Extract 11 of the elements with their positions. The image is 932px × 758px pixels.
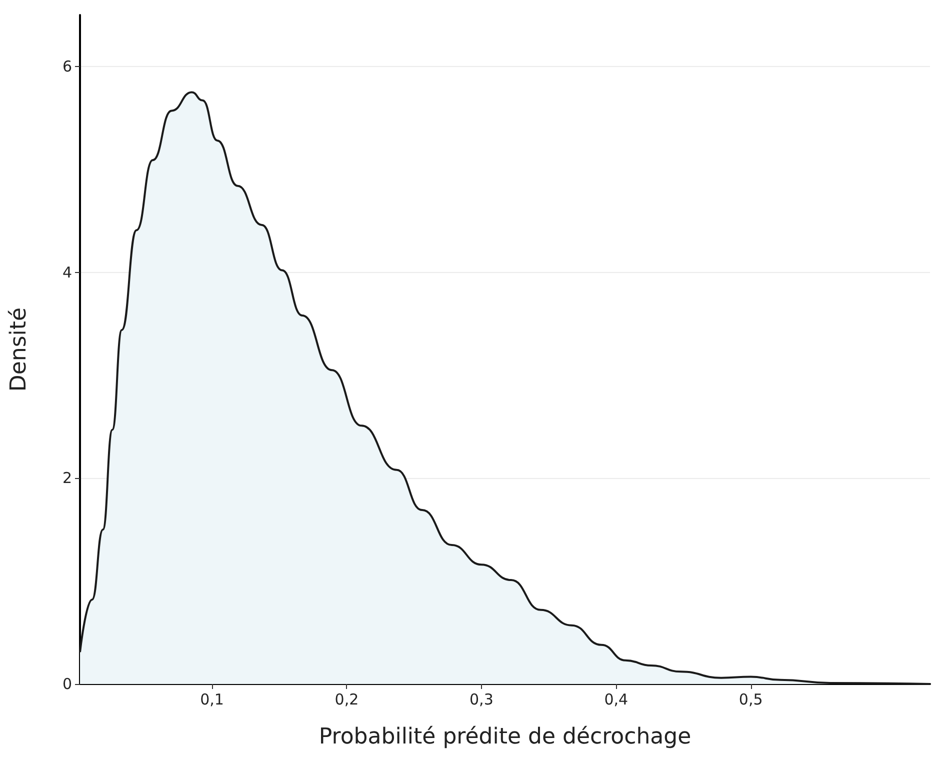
x-tick-label: 0,2 [334, 690, 359, 708]
x-tick-label: 0,5 [738, 690, 763, 708]
x-tick-label: 0,3 [469, 690, 494, 708]
y-tick-label: 2 [62, 469, 72, 488]
x-axis-title: Probabilité prédite de décrochage [318, 724, 692, 750]
y-tick-label: 0 [62, 675, 72, 693]
x-tick-label: 0,1 [200, 690, 224, 708]
y-tick-label: 6 [62, 57, 72, 76]
y-tick-label: 4 [62, 263, 72, 282]
x-tick-label: 0,4 [604, 690, 628, 708]
y-axis-title: Densité [6, 307, 32, 392]
